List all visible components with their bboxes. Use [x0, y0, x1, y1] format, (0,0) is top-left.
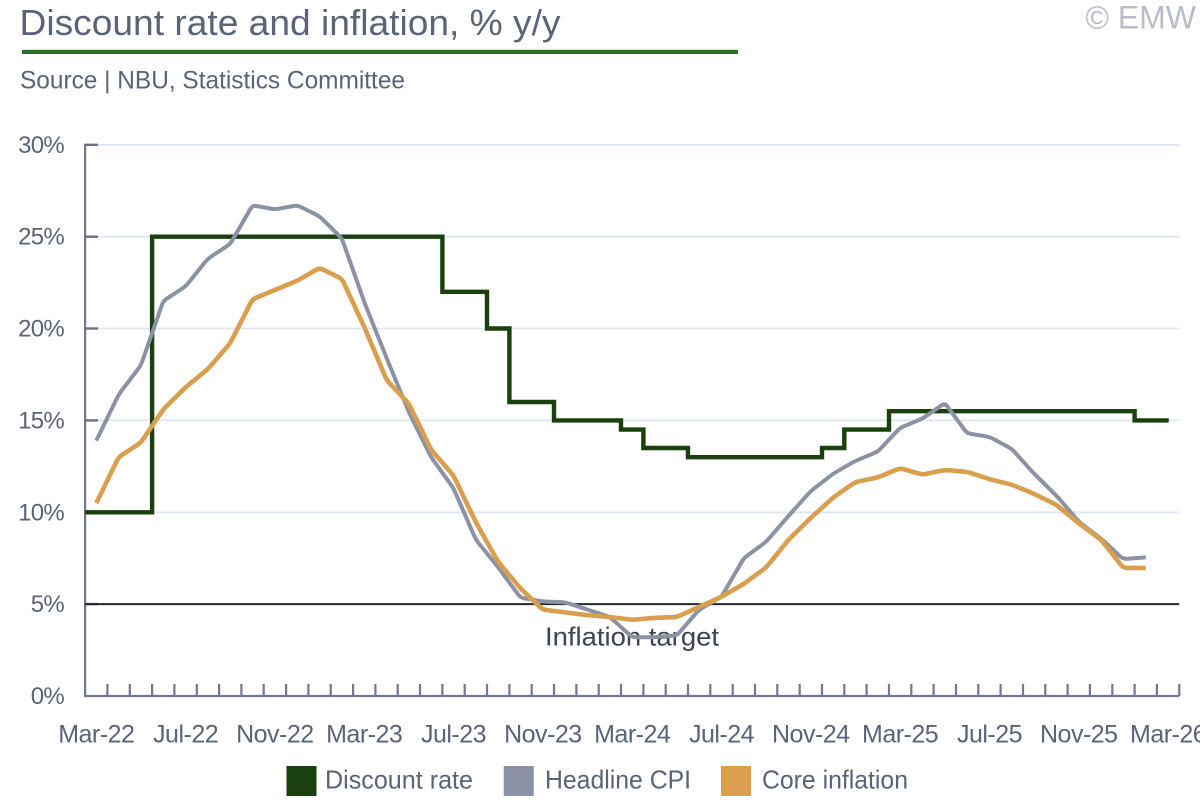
svg-text:Mar-22: Mar-22	[58, 721, 134, 749]
svg-text:© EMW: © EMW	[1085, 0, 1196, 36]
svg-text:Jul-25: Jul-25	[957, 721, 1022, 749]
svg-text:Nov-23: Nov-23	[504, 721, 582, 749]
svg-text:Jul-22: Jul-22	[153, 721, 218, 749]
svg-text:Discount rate and inflation, %: Discount rate and inflation, % y/y	[20, 2, 561, 43]
svg-text:30%: 30%	[18, 132, 64, 159]
svg-text:0%: 0%	[31, 683, 65, 710]
svg-text:Core inflation: Core inflation	[762, 765, 908, 795]
svg-text:Mar-25: Mar-25	[862, 721, 938, 749]
svg-text:Source | NBU, Statistics Commi: Source | NBU, Statistics Committee	[20, 67, 405, 95]
svg-text:20%: 20%	[18, 316, 64, 343]
svg-text:Headline CPI: Headline CPI	[545, 765, 691, 795]
svg-text:15%: 15%	[18, 407, 64, 434]
svg-text:Nov-24: Nov-24	[772, 721, 850, 749]
svg-text:Mar-26: Mar-26	[1130, 721, 1200, 749]
svg-text:Jul-24: Jul-24	[689, 721, 755, 749]
svg-text:25%: 25%	[18, 224, 64, 251]
svg-text:Nov-22: Nov-22	[236, 721, 314, 749]
svg-text:5%: 5%	[31, 591, 65, 618]
svg-text:Nov-25: Nov-25	[1040, 721, 1118, 749]
svg-text:10%: 10%	[18, 499, 64, 526]
svg-text:Mar-24: Mar-24	[594, 721, 671, 749]
svg-text:Discount rate: Discount rate	[325, 765, 473, 795]
svg-text:Mar-23: Mar-23	[326, 721, 402, 749]
svg-text:Jul-23: Jul-23	[421, 721, 486, 749]
